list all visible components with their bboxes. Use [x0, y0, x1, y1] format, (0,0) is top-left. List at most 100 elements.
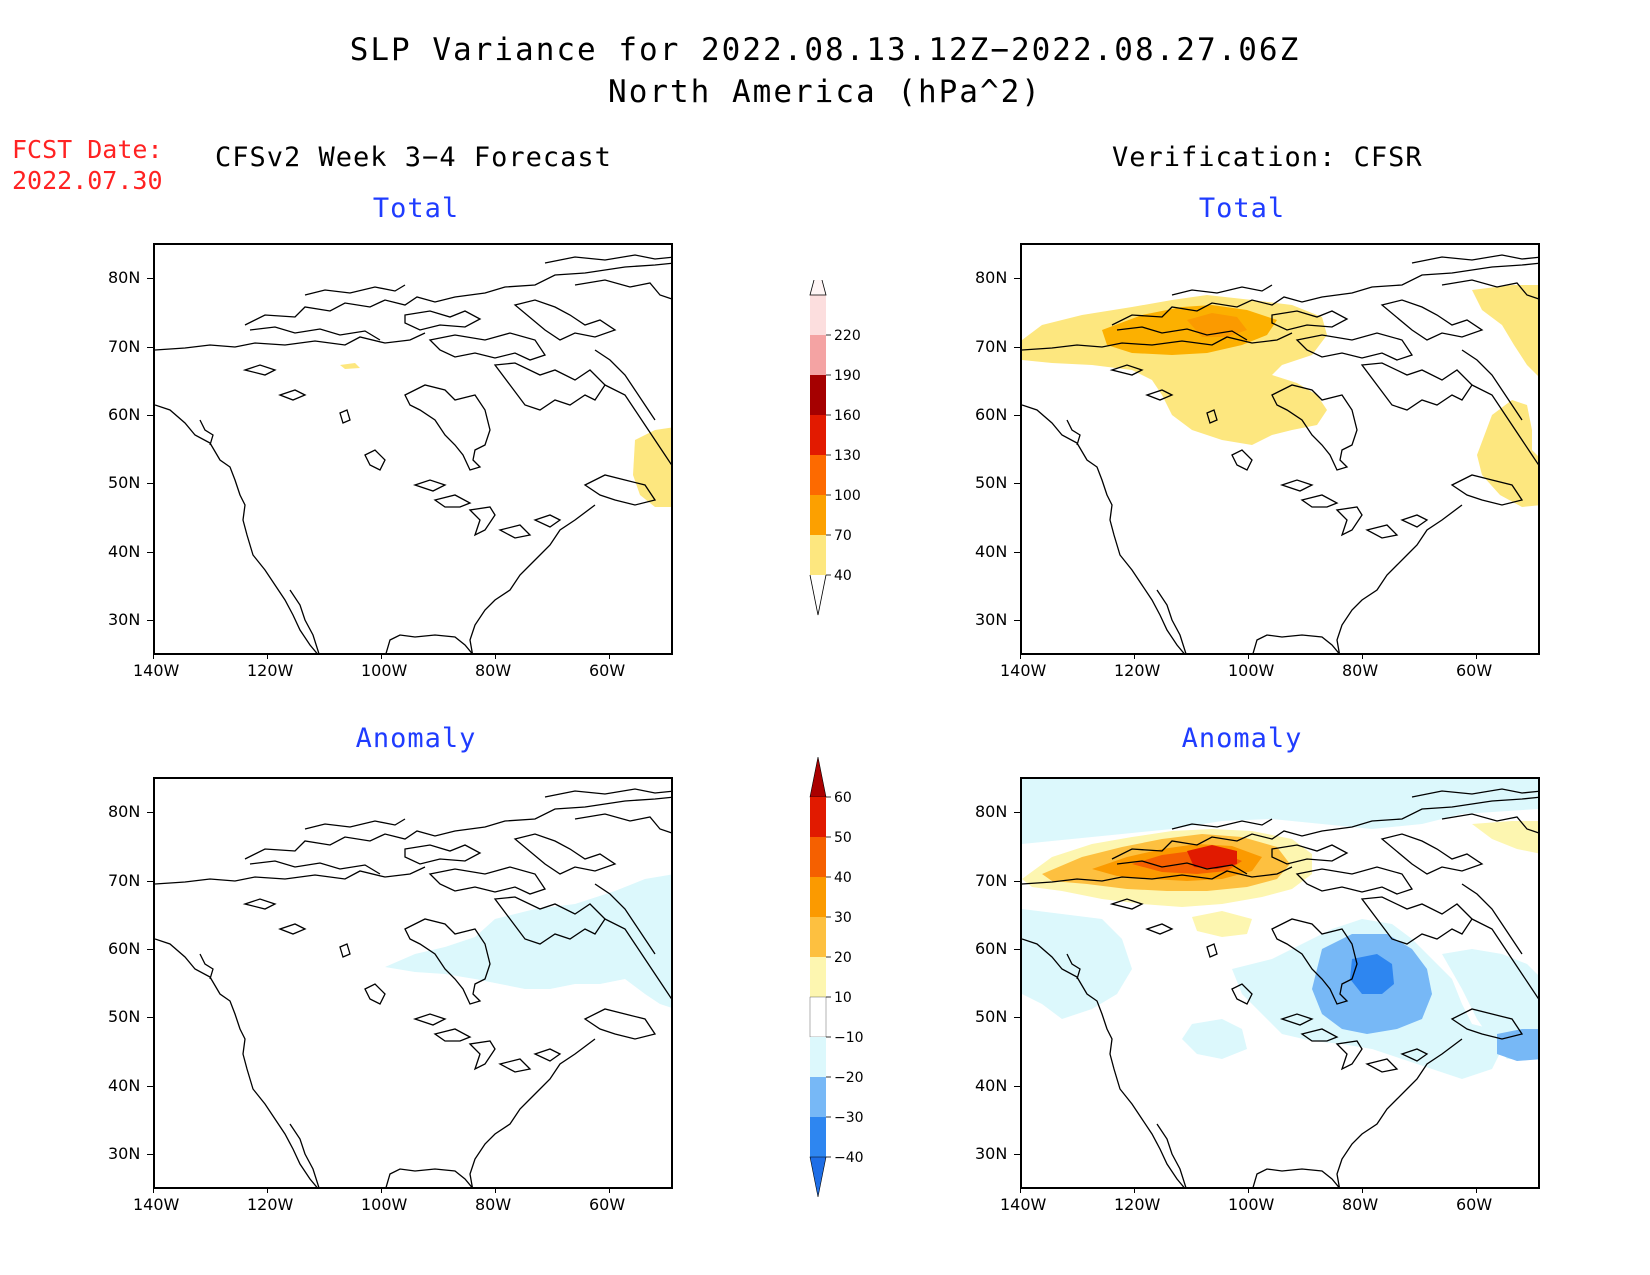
lat-tick-mark — [147, 812, 153, 813]
colorbar-anomaly-box — [809, 996, 827, 1038]
colorbar-anomaly-box — [810, 837, 826, 877]
lat-tick-mark — [1014, 949, 1020, 950]
lat-tick-label: 50N — [108, 473, 141, 492]
colorbar-total-bottom-arrow — [809, 574, 827, 616]
colorbar-anomaly: 60 50 40 30 20 10 −10 −20 −30 −40 — [809, 756, 864, 1198]
lat-tick-label: 30N — [975, 610, 1008, 629]
colorbar-anomaly-box — [810, 1117, 826, 1157]
lon-tick-label: 80W — [1342, 1195, 1379, 1214]
lat-tick-mark — [147, 347, 153, 348]
colorbar-anomaly-label: 10 — [834, 990, 852, 1006]
lat-tick-mark — [147, 415, 153, 416]
lat-tick-label: 40N — [108, 1076, 141, 1095]
chart-title: SLP Variance for 2022.08.13.12Z−2022.08.… — [349, 32, 1301, 68]
lat-tick-label: 30N — [108, 1144, 141, 1163]
chart-subtitle: North America (hPa^2) — [608, 74, 1042, 110]
colorbar-total-box — [810, 295, 826, 335]
lat-tick-label: 80N — [975, 802, 1008, 821]
colorbar-anomaly-box — [810, 917, 826, 957]
lat-tick-mark — [147, 1154, 153, 1155]
lon-tick-mark — [495, 653, 496, 659]
colorbar-total-box — [810, 335, 826, 375]
lon-tick-label: 80W — [1342, 661, 1379, 680]
lat-tick-mark — [1014, 552, 1020, 553]
lon-tick-label: 60W — [1456, 1195, 1493, 1214]
lat-tick-mark — [147, 620, 153, 621]
lat-tick-mark — [1014, 1086, 1020, 1087]
lat-tick-label: 80N — [975, 268, 1008, 287]
lon-tick-label: 60W — [1456, 661, 1493, 680]
lat-tick-label: 50N — [975, 1007, 1008, 1026]
lon-tick-label: 140W — [1000, 1195, 1047, 1214]
lon-tick-label: 100W — [1228, 661, 1275, 680]
lon-tick-label: 80W — [475, 661, 512, 680]
colorbar-total: 40 70 100 130 160 190 220 — [809, 280, 861, 616]
colorbar-anomaly-label: 60 — [834, 790, 852, 806]
lon-tick-mark — [1362, 1187, 1363, 1193]
panel-title-forecast-anomaly: Anomaly — [355, 723, 477, 754]
lon-tick-label: 120W — [247, 661, 294, 680]
colorbar-total-box — [810, 495, 826, 535]
lat-tick-mark — [1014, 620, 1020, 621]
lat-tick-label: 60N — [975, 405, 1008, 424]
forecast-column-header: CFSv2 Week 3−4 Forecast — [215, 142, 612, 173]
lat-tick-mark — [147, 1086, 153, 1087]
lon-tick-mark — [153, 653, 154, 659]
colorbar-anomaly-label: 40 — [834, 870, 852, 886]
colorbar-anomaly-label: 50 — [834, 830, 852, 846]
colorbar-anomaly-bottom-arrow — [809, 1156, 827, 1198]
lon-tick-mark — [1020, 1187, 1021, 1193]
lat-tick-mark — [1014, 278, 1020, 279]
lon-tick-mark — [1248, 1187, 1249, 1193]
lat-tick-label: 40N — [975, 1076, 1008, 1095]
lon-tick-mark — [1476, 653, 1477, 659]
lat-tick-label: 80N — [108, 802, 141, 821]
colorbar-anomaly-box — [810, 797, 826, 837]
lon-tick-mark — [1248, 653, 1249, 659]
lat-tick-mark — [147, 949, 153, 950]
map-verification-total — [1020, 243, 1540, 655]
colorbar-anomaly-label: −20 — [834, 1070, 864, 1086]
lon-tick-mark — [609, 1187, 610, 1193]
lon-tick-label: 60W — [589, 1195, 626, 1214]
lon-tick-mark — [1362, 653, 1363, 659]
lat-tick-mark — [1014, 483, 1020, 484]
lon-tick-mark — [381, 653, 382, 659]
lon-tick-label: 100W — [361, 661, 408, 680]
lon-tick-label: 100W — [1228, 1195, 1275, 1214]
lon-tick-mark — [495, 1187, 496, 1193]
lat-tick-label: 30N — [108, 610, 141, 629]
lon-tick-mark — [153, 1187, 154, 1193]
lat-tick-label: 30N — [975, 1144, 1008, 1163]
lon-tick-mark — [1020, 653, 1021, 659]
lat-tick-mark — [147, 552, 153, 553]
lon-tick-label: 140W — [133, 661, 180, 680]
lon-tick-label: 120W — [1114, 1195, 1161, 1214]
fcst-date: 2022.07.30 — [12, 166, 163, 195]
colorbar-anomaly-label: −30 — [834, 1110, 864, 1126]
lat-tick-label: 60N — [108, 939, 141, 958]
panel-title-verification-total: Total — [1198, 193, 1286, 224]
lon-tick-mark — [609, 653, 610, 659]
fcst-label: FCST Date: — [12, 135, 163, 164]
colorbar-anomaly-box — [810, 1077, 826, 1117]
lat-tick-mark — [147, 881, 153, 882]
shading-forecast-anomaly — [385, 874, 671, 1008]
colorbar-total-label: 70 — [834, 528, 852, 544]
panel-title-forecast-total: Total — [372, 193, 460, 224]
lat-tick-label: 40N — [975, 542, 1008, 561]
lon-tick-label: 100W — [361, 1195, 408, 1214]
lat-tick-mark — [147, 483, 153, 484]
colorbar-anomaly-box — [810, 877, 826, 917]
lon-tick-mark — [1134, 1187, 1135, 1193]
lat-tick-label: 50N — [975, 473, 1008, 492]
lat-tick-mark — [1014, 881, 1020, 882]
panel-title-verification-anomaly: Anomaly — [1181, 723, 1303, 754]
shading-verification-total — [1022, 285, 1538, 507]
colorbar-anomaly-label: 30 — [834, 910, 852, 926]
shading-forecast-total — [340, 363, 671, 507]
colorbar-total-box — [810, 415, 826, 455]
map-forecast-anomaly — [153, 777, 673, 1189]
lon-tick-label: 60W — [589, 661, 626, 680]
colorbar-anomaly-box — [810, 1037, 826, 1077]
